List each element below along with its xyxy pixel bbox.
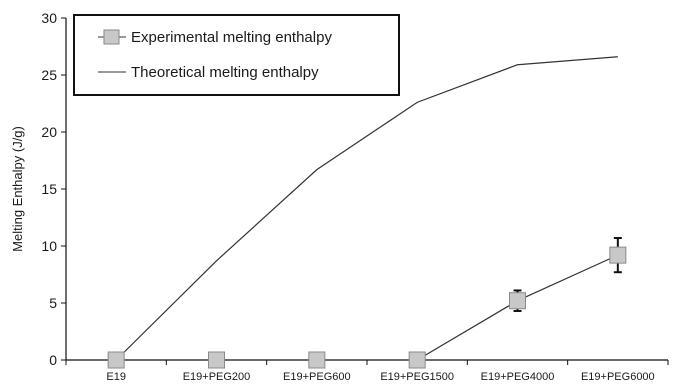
experimental-data-point <box>208 351 225 369</box>
legend: Experimental melting enthalpy Theoretica… <box>73 14 400 96</box>
x-tick-label: E19+PEG200 <box>183 371 251 383</box>
experimental-data-point <box>509 292 526 310</box>
y-tick-label: 5 <box>49 295 57 311</box>
y-tick-label: 10 <box>41 238 57 254</box>
y-axis-title: Melting Enthalpy (J/g) <box>10 126 25 252</box>
y-tick-label: 25 <box>41 67 57 83</box>
experimental-data-point <box>609 246 627 264</box>
x-tick-label: E19 <box>106 371 126 383</box>
y-tick-label: 30 <box>41 10 57 26</box>
y-tick-label: 20 <box>41 124 57 140</box>
y-tick-label: 0 <box>49 352 57 368</box>
experimental-data-point <box>107 351 125 369</box>
y-axis-ticks: 0 5 10 15 20 25 30 <box>41 10 66 368</box>
series-layer <box>107 56 627 369</box>
legend-theoretical-label: Theoretical melting enthalpy <box>131 64 319 81</box>
x-tick-label: E19+PEG4000 <box>481 371 555 383</box>
legend-experimental-marker <box>103 29 120 45</box>
x-tick-label: E19+PEG600 <box>283 371 351 383</box>
y-tick-label: 15 <box>41 181 57 197</box>
legend-box <box>73 14 400 96</box>
legend-experimental-label: Experimental melting enthalpy <box>131 29 332 46</box>
experimental-data-point <box>308 351 326 369</box>
x-tick-label: E19+PEG1500 <box>380 371 454 383</box>
theoretical-series-line <box>115 56 618 361</box>
x-tick-label: E19+PEG6000 <box>581 371 655 383</box>
x-axis-ticks: E19 E19+PEG200 E19+PEG600 E19+PEG1500 E19+PE… <box>65 360 669 383</box>
experimental-data-point <box>408 351 426 369</box>
